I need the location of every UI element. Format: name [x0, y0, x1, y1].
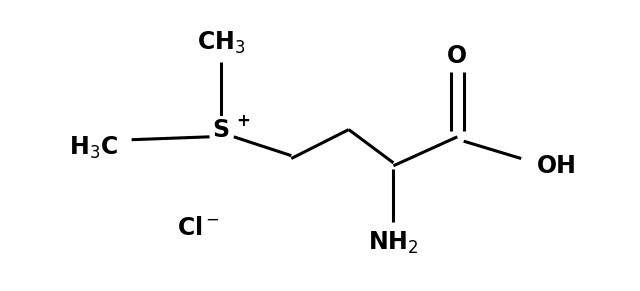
Text: S: S: [212, 118, 230, 141]
Text: O: O: [447, 44, 467, 68]
Text: NH$_2$: NH$_2$: [369, 229, 419, 255]
Text: H$_3$C: H$_3$C: [68, 135, 118, 162]
Text: OH: OH: [537, 154, 577, 178]
Text: +: +: [236, 112, 250, 130]
Text: Cl$^-$: Cl$^-$: [177, 216, 220, 240]
Text: CH$_3$: CH$_3$: [196, 30, 245, 56]
